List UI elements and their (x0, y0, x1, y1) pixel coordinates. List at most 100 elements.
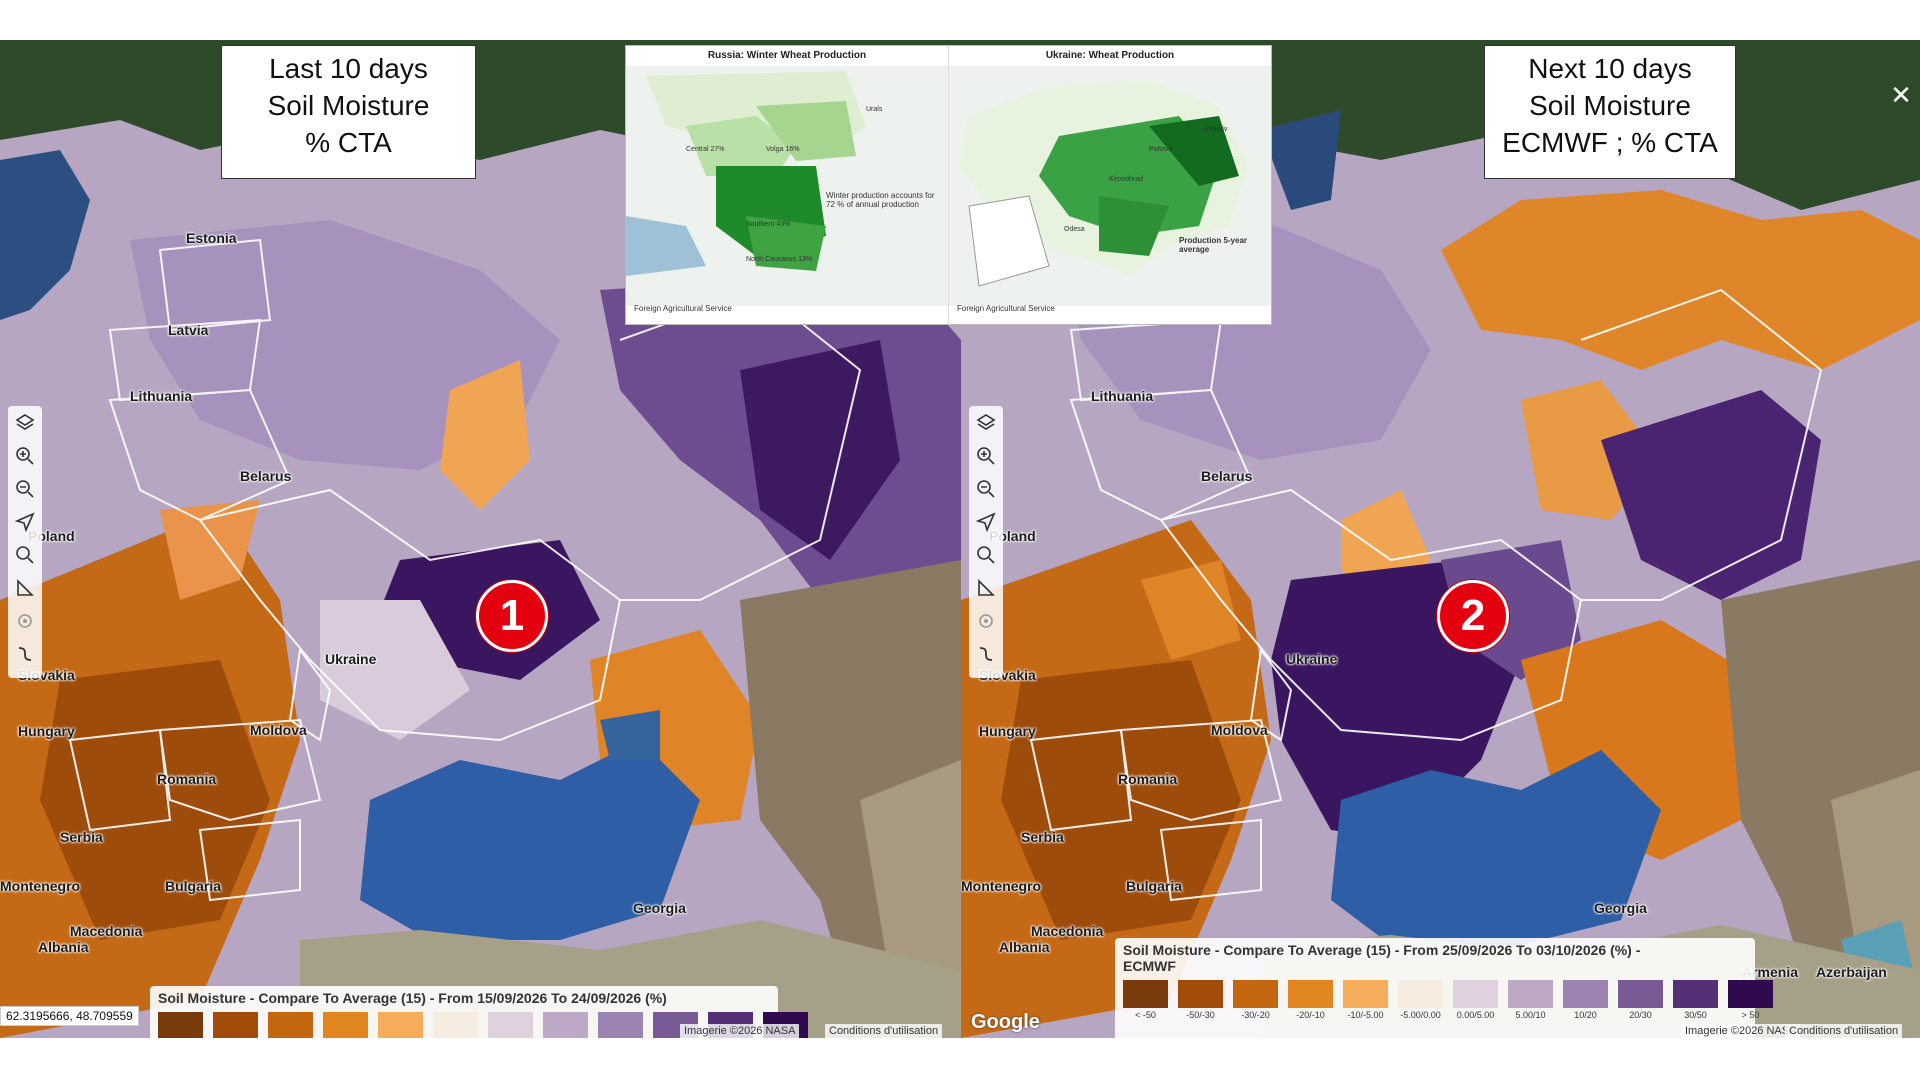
label-serbia: Serbia (60, 829, 103, 845)
label-estonia: Estonia (186, 230, 237, 246)
label-romania-right: Romania (1118, 771, 1178, 787)
legend-label: < -50 (1135, 1010, 1156, 1020)
left-map-toolbar (8, 406, 42, 678)
ukraine-production-legend: Production 5-year average (1179, 236, 1248, 254)
russia-winter-note: Winter production accounts for 72 % of a… (826, 191, 935, 209)
right-soil-moisture-map[interactable] (961, 40, 1920, 1038)
left-legend-swatches: < -50 -50/-30 -30/-20 -20/-10 -10/-5.00 … (158, 1012, 808, 1038)
locate-icon[interactable] (969, 505, 1003, 538)
ukraine-region-poltava: Poltava (1149, 146, 1173, 153)
zoom-out-icon[interactable] (969, 472, 1003, 505)
layers-icon[interactable] (8, 406, 42, 439)
legend-swatch (1398, 980, 1443, 1008)
russia-region-north-caucasus: North Caucasus 13% (746, 256, 813, 263)
legend-label: -30/-20 (1241, 1010, 1270, 1020)
zoom-in-icon[interactable] (969, 439, 1003, 472)
russia-map-graphic (626, 66, 948, 306)
right-title-line-2: Soil Moisture (1529, 90, 1691, 121)
label-ukraine: Ukraine (325, 651, 377, 667)
right-title-box: Next 10 days Soil Moisture ECMWF ; % CTA (1484, 45, 1736, 179)
label-hungary-right: Hungary (979, 723, 1036, 739)
label-macedonia: Macedonia (70, 923, 143, 939)
left-title-line-2: Soil Moisture (267, 90, 430, 121)
right-legend: Soil Moisture - Compare To Average (15) … (1115, 938, 1773, 1038)
coordinates-readout: 62.3195666, 48.709559 (0, 1006, 139, 1026)
legend-swatch (1233, 980, 1278, 1008)
legend-swatch (1508, 980, 1553, 1008)
legend-swatch (1563, 980, 1608, 1008)
legend-label: 20/30 (1629, 1010, 1652, 1020)
russia-region-urals: Urals (866, 106, 883, 113)
label-albania-right: Albania (999, 939, 1050, 955)
russia-inset-title: Russia: Winter Wheat Production (707, 50, 867, 61)
legend-swatch (598, 1012, 643, 1038)
legend-swatch (268, 1012, 313, 1038)
legend-item: 20/30 (1618, 980, 1663, 1020)
right-legend-title-2: ECMWF (1123, 958, 1176, 974)
legend-label: -10/-5.00 (1347, 1010, 1384, 1020)
search-icon[interactable] (8, 538, 42, 571)
legend-item: < -50 (158, 1012, 203, 1038)
legend-item: 0.00/5.00 (488, 1012, 533, 1038)
legend-swatch (488, 1012, 533, 1038)
ukraine-region-odesa: Odesa (1064, 226, 1085, 233)
legend-swatch (1288, 980, 1333, 1008)
ukraine-region-kharkiv: Kharkiv (1204, 126, 1228, 133)
russia-production-map: Russia: Winter Wheat Production Central … (626, 46, 949, 324)
usda-production-inset: Russia: Winter Wheat Production Central … (625, 45, 1272, 325)
marker-2: 2 (1437, 580, 1509, 652)
legend-label: -5.00/0.00 (1400, 1010, 1441, 1020)
target-icon[interactable] (8, 604, 42, 637)
ukraine-map-graphic (949, 66, 1271, 306)
zoom-out-icon[interactable] (8, 472, 42, 505)
russia-region-southern: Southern 43% (746, 221, 791, 228)
close-icon[interactable]: ✕ (1890, 80, 1912, 110)
label-azerbaijan-right: Azerbaijan (1816, 964, 1887, 980)
legend-swatch (543, 1012, 588, 1038)
ukraine-production-map: Ukraine: Wheat Production Production 5-y… (949, 46, 1271, 324)
label-bulgaria-right: Bulgaria (1126, 878, 1183, 894)
route-icon[interactable] (969, 637, 1003, 670)
right-conditions-link[interactable]: Conditions d'utilisation (1785, 1024, 1903, 1038)
right-map-panel[interactable]: Lithuania Belarus Poland Ukraine Slovaki… (961, 40, 1920, 1038)
label-romania: Romania (157, 771, 217, 787)
google-logo: Google (971, 1011, 1040, 1033)
label-armenia-right: Armenia (1742, 964, 1799, 980)
left-conditions-link[interactable]: Conditions d'utilisation (825, 1024, 943, 1038)
legend-label: 0.00/5.00 (1456, 1010, 1495, 1020)
locate-icon[interactable] (8, 505, 42, 538)
legend-swatch (378, 1012, 423, 1038)
search-icon[interactable] (969, 538, 1003, 571)
label-moldova: Moldova (250, 722, 307, 738)
label-belarus: Belarus (240, 468, 292, 484)
measure-icon[interactable] (969, 571, 1003, 604)
legend-swatch (323, 1012, 368, 1038)
label-bulgaria: Bulgaria (165, 878, 222, 894)
target-icon[interactable] (969, 604, 1003, 637)
legend-item: -5.00/0.00 (1398, 980, 1443, 1020)
legend-swatch (1453, 980, 1498, 1008)
legend-swatch (1343, 980, 1388, 1008)
measure-icon[interactable] (8, 571, 42, 604)
legend-swatch (213, 1012, 258, 1038)
label-lithuania: Lithuania (130, 388, 193, 404)
layers-icon[interactable] (969, 406, 1003, 439)
legend-item: 30/50 (1673, 980, 1718, 1020)
label-macedonia-right: Macedonia (1031, 923, 1104, 939)
label-serbia-right: Serbia (1021, 829, 1064, 845)
legend-item: -20/-10 (1288, 980, 1333, 1020)
legend-item: -10/-5.00 (1343, 980, 1388, 1020)
label-belarus-right: Belarus (1201, 468, 1253, 484)
legend-swatch (1123, 980, 1168, 1008)
left-attribution: Imagerie ©2026 NASA (680, 1024, 800, 1038)
left-title-box: Last 10 days Soil Moisture % CTA (221, 45, 476, 179)
zoom-in-icon[interactable] (8, 439, 42, 472)
russia-region-volga: Volga 16% (766, 146, 800, 153)
left-title-line-1: Last 10 days (269, 53, 428, 84)
legend-item: > 50 (1728, 980, 1773, 1020)
left-legend: Soil Moisture - Compare To Average (15) … (150, 986, 808, 1038)
label-lithuania-right: Lithuania (1091, 388, 1154, 404)
legend-item: 5.00/10 (1508, 980, 1553, 1020)
right-attribution: Imagerie ©2026 NASA (1681, 1024, 1801, 1038)
route-icon[interactable] (8, 637, 42, 670)
